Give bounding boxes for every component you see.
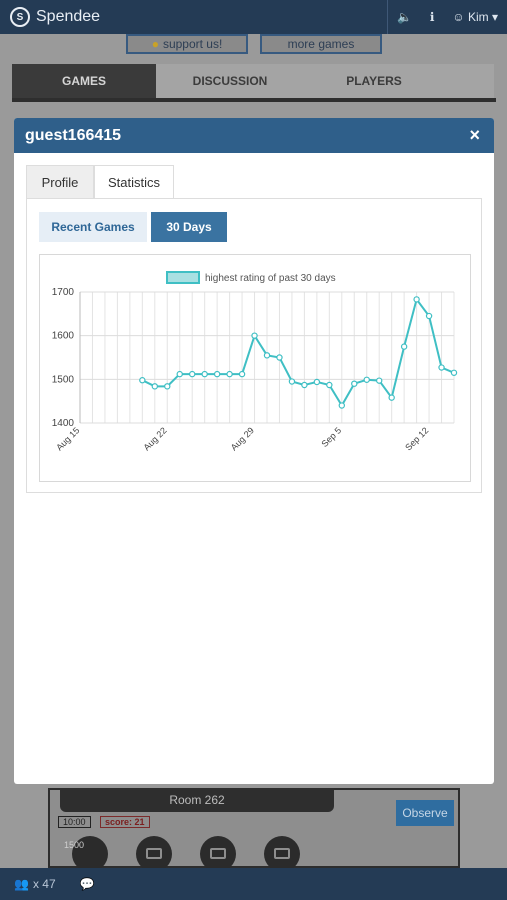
support-label: support us! — [162, 37, 223, 51]
more-games-button[interactable]: more games — [260, 34, 382, 54]
seat-4[interactable] — [264, 836, 300, 872]
brand[interactable]: S Spendee — [10, 6, 100, 28]
rating-chart: highest rating of past 30 days 1400 1500 1… — [39, 254, 471, 482]
close-icon[interactable]: × — [469, 125, 480, 145]
y-tick-label: 1400 — [52, 418, 75, 429]
data-point — [263, 352, 271, 359]
recent-games-pill[interactable]: Recent Games — [39, 212, 147, 242]
time-badge: 10:00 — [58, 816, 91, 828]
seat-3[interactable] — [200, 836, 236, 872]
data-point — [376, 377, 383, 384]
data-point — [301, 381, 308, 389]
data-point — [438, 364, 445, 371]
data-point — [213, 370, 221, 378]
support-button[interactable]: ● support us! — [126, 34, 248, 54]
tab-players[interactable]: PLAYERS — [346, 74, 402, 88]
data-point — [351, 380, 358, 387]
top-right-controls: 🔈 ℹ ☺ Kim ▾ — [387, 0, 507, 34]
data-point — [151, 383, 159, 390]
data-point — [288, 378, 296, 385]
info-icon[interactable]: ℹ — [429, 10, 435, 24]
observe-button[interactable]: Observe — [396, 800, 454, 826]
tab-games[interactable]: GAMES — [12, 64, 156, 98]
y-tick-label: 1700 — [52, 287, 75, 298]
data-point — [338, 402, 345, 409]
modal-title: guest166415 — [25, 126, 122, 144]
legend-label: highest rating of past 30 days — [205, 273, 336, 284]
tab-discussion[interactable]: DISCUSSION — [192, 74, 268, 88]
y-tick-label: 1600 — [52, 331, 75, 342]
sound-icon[interactable]: 🔈 — [396, 10, 412, 24]
seat-rating: 1500 — [64, 840, 85, 850]
modal-tabs: Profile Statistics — [26, 165, 482, 199]
modal-header: guest166415 × — [14, 118, 494, 153]
range-pills: Recent Games 30 Days — [39, 212, 339, 242]
data-point — [238, 370, 246, 378]
top-bar: S Spendee 🔈 ℹ ☺ Kim ▾ — [0, 0, 507, 34]
spendee-logo-icon: S — [10, 7, 30, 27]
user-count: x 47 — [32, 877, 56, 891]
x-tick-label: Sep 5 — [320, 425, 344, 449]
score-badge: score: 21 — [100, 816, 150, 828]
data-point — [164, 383, 171, 390]
background-tabs: GAMES DISCUSSION PLAYERS — [12, 64, 494, 98]
thirty-days-pill[interactable]: 30 Days — [151, 212, 227, 242]
user-menu[interactable]: ☺ Kim ▾ — [452, 10, 498, 24]
room-title: Room 262 — [60, 788, 334, 812]
smile-icon: ☺ — [452, 10, 465, 24]
data-point — [400, 343, 408, 350]
background-buttons: ● support us! more games — [0, 34, 507, 56]
data-point — [139, 377, 146, 384]
users-icon: 👥 — [14, 877, 29, 891]
data-point — [176, 370, 183, 378]
seat-1[interactable] — [72, 836, 108, 872]
brand-name: Spendee — [36, 8, 101, 25]
statistics-panel: Recent Games 30 Days highest rating of p… — [26, 198, 482, 493]
tab-profile[interactable]: Profile — [26, 165, 94, 199]
tab-divider — [12, 98, 496, 102]
x-tick-label: Sep 12 — [403, 425, 430, 452]
x-tick-label: Aug 15 — [54, 425, 81, 452]
data-point — [313, 378, 321, 386]
data-point — [276, 354, 283, 361]
legend-swatch — [166, 271, 200, 284]
rating-line — [141, 297, 455, 408]
user-name: Kim — [467, 10, 489, 24]
seat-2[interactable] — [136, 836, 172, 872]
data-point — [326, 381, 333, 389]
chat-icon[interactable]: 💬 — [79, 877, 95, 891]
bottom-bar: 👥 x 47 💬 — [0, 868, 507, 900]
data-point — [201, 370, 208, 378]
data-point — [413, 296, 420, 303]
data-point — [388, 394, 395, 401]
x-tick-label: Aug 22 — [141, 425, 168, 452]
player-modal: guest166415 × Profile Statistics Recent … — [14, 118, 494, 784]
data-point — [450, 369, 458, 376]
chart-svg: highest rating of past 30 days 1400 1500 1… — [52, 271, 458, 453]
monitor-icon — [210, 848, 226, 859]
room-card: Room 262 Observe 10:00 score: 21 1500 — [48, 788, 460, 872]
y-tick-label: 1500 — [52, 374, 75, 385]
tab-statistics[interactable]: Statistics — [94, 165, 174, 199]
data-point — [226, 370, 233, 378]
coin-icon: ● — [151, 37, 159, 51]
data-point — [363, 376, 370, 383]
data-point — [425, 312, 433, 320]
monitor-icon — [146, 848, 162, 859]
monitor-icon — [274, 848, 290, 859]
x-tick-label: Aug 29 — [229, 425, 256, 452]
data-point — [251, 332, 258, 339]
data-point — [188, 370, 196, 378]
